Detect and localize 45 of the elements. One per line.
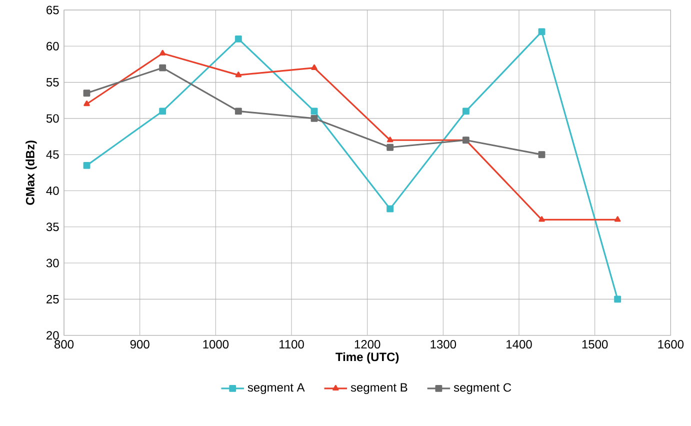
- x-tick-label: 1400: [506, 340, 532, 349]
- point: [614, 296, 622, 303]
- legend-label: segment B: [350, 383, 408, 394]
- point: [386, 136, 394, 142]
- point: [159, 64, 166, 72]
- y-tick-label: 55: [46, 78, 59, 86]
- point: [310, 108, 318, 115]
- x-tick-label: 1100: [280, 340, 304, 349]
- x-tick-label: 1000: [203, 340, 229, 349]
- legend-label: segment A: [248, 383, 305, 394]
- y-tick-label: 40: [46, 186, 59, 195]
- y-tick-label: 20: [46, 331, 59, 340]
- point: [614, 216, 621, 222]
- point: [310, 114, 318, 122]
- point: [83, 90, 90, 97]
- point: [386, 144, 394, 151]
- x-tick-label: 800: [54, 340, 74, 349]
- x-axis-title: Time (UTC): [336, 352, 399, 364]
- point: [538, 151, 546, 158]
- point: [83, 162, 90, 169]
- legend-label: segment C: [454, 383, 512, 394]
- x-tick-label: 1300: [430, 340, 456, 349]
- point: [159, 108, 166, 115]
- x-tick-label: 1200: [354, 340, 380, 349]
- x-tick-label: 900: [130, 340, 150, 349]
- y-tick-label: 60: [46, 42, 59, 50]
- point: [84, 100, 90, 106]
- y-tick-label: 25: [46, 294, 59, 304]
- point: [462, 108, 470, 115]
- y-tick-label: 65: [46, 6, 59, 14]
- point: [386, 205, 394, 212]
- y-tick-label: 50: [46, 114, 59, 123]
- point: [235, 72, 242, 78]
- point: [234, 108, 242, 115]
- point: [538, 216, 545, 222]
- point: [538, 28, 546, 36]
- y-axis-title: CMax (dBz): [26, 140, 37, 205]
- y-tick-label: 35: [46, 222, 59, 232]
- x-tick-label: 1600: [658, 340, 684, 349]
- point: [311, 64, 318, 70]
- point: [159, 50, 166, 56]
- y-tick-label: 30: [46, 258, 59, 268]
- x-tick-label: 1500: [582, 340, 608, 349]
- point: [234, 35, 242, 42]
- y-tick-label: 45: [46, 150, 59, 159]
